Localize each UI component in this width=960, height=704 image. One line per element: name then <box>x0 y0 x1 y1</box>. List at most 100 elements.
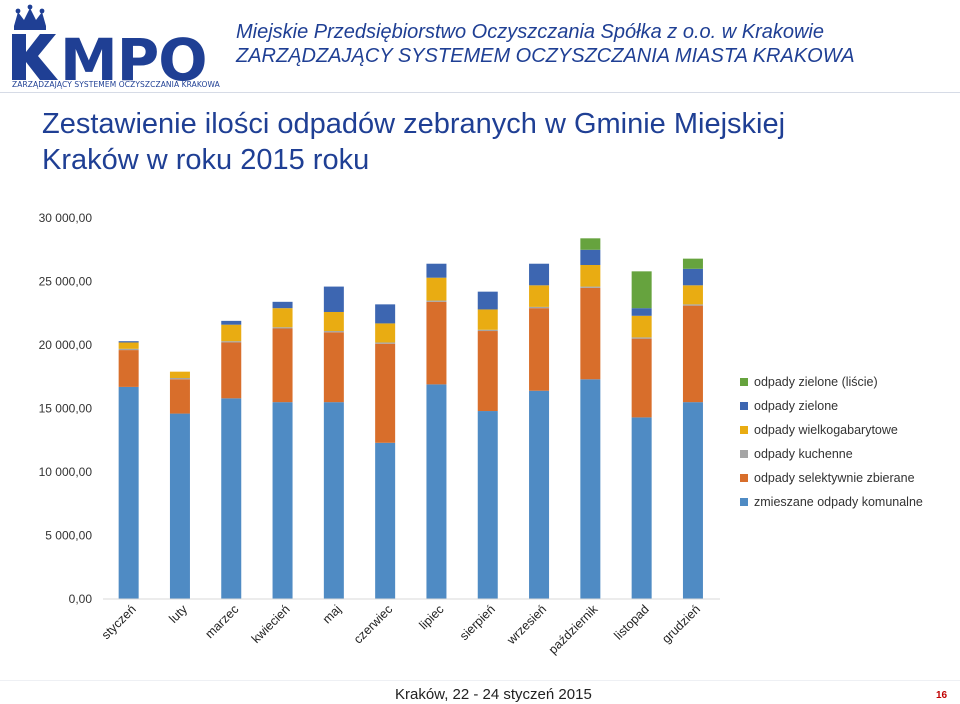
bar-segment <box>580 379 601 599</box>
x-tick-label: kwiecień <box>249 602 293 646</box>
legend-swatch <box>740 378 748 386</box>
bar-segment <box>631 338 652 418</box>
bar-segment <box>375 342 396 344</box>
bar-segment <box>375 323 396 343</box>
chart-legend: odpady zielone (liście) odpady zielone odp… <box>740 370 923 514</box>
legend-label: odpady kuchenne <box>754 447 853 461</box>
bar-segment <box>169 378 190 380</box>
bar-segment <box>477 331 498 412</box>
x-tick-label: marzec <box>202 602 241 641</box>
logo-k-mark <box>12 34 58 80</box>
bar-segment <box>682 258 703 269</box>
bar-segment <box>118 386 139 599</box>
bar-segment <box>221 341 242 343</box>
bar-segment <box>580 249 601 265</box>
company-line-1: Miejskie Przedsiębiorstwo Oczyszczania S… <box>236 21 824 43</box>
bar-segment <box>580 287 601 380</box>
company-line-2: ZARZĄDZAJĄCY SYSTEMEM OCZYSZCZANIA MIAST… <box>236 45 855 67</box>
x-tick-label: luty <box>166 602 190 626</box>
legend-label: odpady zielone (liście) <box>754 375 878 389</box>
logo-subtitle: ZARZĄDZAJĄCY SYSTEMEM OCZYSZCZANIA KRAKO… <box>12 80 220 89</box>
y-tick-label: 0,00 <box>69 592 93 606</box>
x-tick-label: styczeń <box>99 602 139 642</box>
legend-swatch <box>740 402 748 410</box>
bar-segment <box>426 277 447 301</box>
bar-segment <box>682 402 703 599</box>
page-number: 16 <box>936 690 948 701</box>
legend-item: zmieszane odpady komunalne <box>740 490 923 514</box>
legend-item: odpady kuchenne <box>740 442 923 466</box>
bar-segment <box>631 271 652 309</box>
bar-segment <box>631 417 652 599</box>
mpo-logo: MPO <box>12 4 208 90</box>
legend-label: odpady selektywnie zbierane <box>754 471 915 485</box>
legend-item: odpady zielone (liście) <box>740 370 923 394</box>
bar-segment <box>118 342 139 349</box>
slide-header: MPO ZARZĄDZAJĄCY SYSTEMEM OCZYSZCZANIA K… <box>0 0 960 92</box>
y-tick-label: 15 000,00 <box>39 402 93 416</box>
bar-segment <box>631 308 652 316</box>
bar-segment <box>529 263 550 286</box>
legend-swatch <box>740 498 748 506</box>
legend-item: odpady selektywnie zbierane <box>740 466 923 490</box>
legend-label: zmieszane odpady komunalne <box>754 495 923 509</box>
logo-text: MPO <box>60 26 207 90</box>
bar-segment <box>221 342 242 399</box>
bar-series <box>118 238 703 599</box>
y-tick-label: 5 000,00 <box>45 529 92 543</box>
legend-swatch <box>740 450 748 458</box>
bar-segment <box>272 402 293 599</box>
x-tick-label: sierpień <box>457 602 498 643</box>
slide-title-line-1: Zestawienie ilości odpadów zebranych w G… <box>42 108 786 140</box>
bar-segment <box>169 379 190 414</box>
bar-segment <box>682 285 703 305</box>
bar-segment <box>682 305 703 403</box>
y-axis-labels: 0,00 5 000,00 10 000,00 15 000,00 20 000,00 2… <box>39 211 93 606</box>
legend-item: odpady wielkogabarytowe <box>740 418 923 442</box>
bar-segment <box>529 390 550 599</box>
bar-segment <box>631 337 652 339</box>
bar-segment <box>169 413 190 599</box>
legend-item: odpady zielone <box>740 394 923 418</box>
y-tick-label: 25 000,00 <box>39 275 93 289</box>
y-tick-label: 30 000,00 <box>39 211 93 225</box>
bar-segment <box>426 384 447 599</box>
bar-segment <box>529 308 550 391</box>
bar-segment <box>682 268 703 286</box>
bar-segment <box>529 306 550 309</box>
slide-footer: Kraków, 22 - 24 styczeń 2015 16 <box>0 680 960 704</box>
bar-segment <box>477 329 498 332</box>
bar-segment <box>426 300 447 302</box>
x-tick-label: maj <box>320 602 344 626</box>
legend-label: odpady zielone <box>754 399 839 413</box>
x-axis-labels: styczeń luty marzec kwiecień maj czerwiec lipi… <box>99 602 703 657</box>
bar-segment <box>580 238 601 250</box>
bar-segment <box>323 332 344 403</box>
bar-segment <box>631 315 652 338</box>
bar-segment <box>682 304 703 306</box>
bar-segment <box>477 411 498 599</box>
bar-segment <box>272 301 293 309</box>
footer-divider <box>0 680 960 681</box>
bar-segment <box>323 286 344 312</box>
bar-segment <box>426 263 447 278</box>
footer-date: Kraków, 22 - 24 styczeń 2015 <box>395 686 592 703</box>
bar-segment <box>221 324 242 342</box>
bar-segment <box>580 286 601 288</box>
bar-segment <box>375 343 396 443</box>
company-name: Miejskie Przedsiębiorstwo Oczyszczania S… <box>236 20 855 68</box>
bar-segment <box>477 291 498 310</box>
bar-segment <box>118 348 139 351</box>
bar-segment <box>323 311 344 332</box>
x-tick-label: grudzień <box>659 602 703 646</box>
bar-segment <box>221 320 242 325</box>
stacked-bar-chart: 0,00 5 000,00 10 000,00 15 000,00 20 000,00 2… <box>39 211 720 657</box>
bar-segment <box>426 301 447 385</box>
y-tick-label: 10 000,00 <box>39 465 93 479</box>
bar-segment <box>169 371 190 379</box>
bar-segment <box>272 327 293 329</box>
legend-label: odpady wielkogabarytowe <box>754 423 898 437</box>
slide-title: Zestawienie ilości odpadów zebranych w G… <box>42 106 802 178</box>
x-tick-label: czerwiec <box>351 602 395 646</box>
x-tick-label: lipiec <box>417 602 447 632</box>
